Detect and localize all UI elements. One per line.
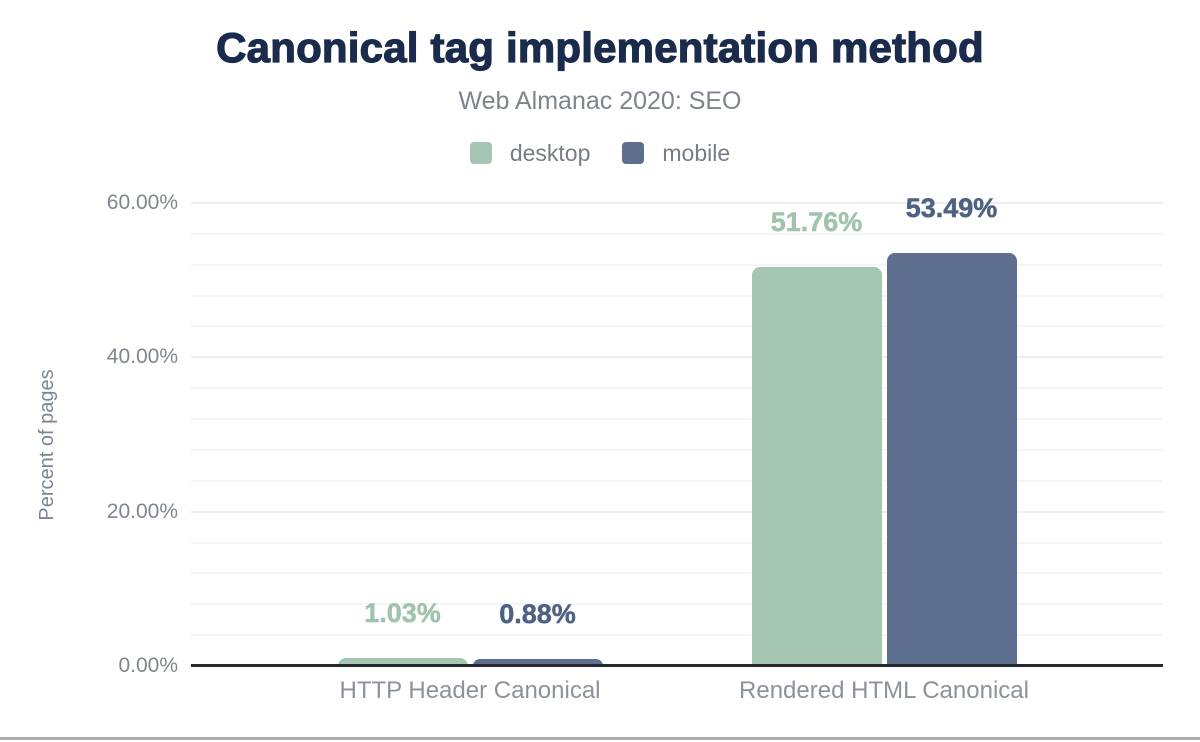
minor-gridline-4 (191, 634, 1163, 637)
minor-gridline-52 (191, 263, 1163, 266)
major-gridline-60 (191, 202, 1163, 204)
x-axis-line (191, 664, 1163, 667)
bar-value-label-mobile-1: 53.49% (905, 193, 998, 224)
bar-value-label-desktop-0: 1.03% (364, 598, 441, 629)
minor-gridline-48 (191, 294, 1163, 297)
y-axis-title: Percent of pages (36, 369, 58, 521)
window-bottom-edge (0, 737, 1200, 740)
category-label-0: HTTP Header Canonical (339, 677, 601, 704)
legend-label-mobile: mobile (662, 140, 731, 166)
chart-subtitle: Web Almanac 2020: SEO (458, 87, 742, 115)
bar-desktop-0[interactable] (337, 658, 468, 666)
minor-gridline-8 (191, 603, 1163, 606)
minor-gridline-16 (191, 541, 1163, 544)
chart-title: Canonical tag implementation method (216, 23, 985, 71)
bar-value-label-desktop-1: 51.76% (770, 206, 863, 237)
bar-mobile-1[interactable] (886, 253, 1017, 666)
bar-mobile-0[interactable] (472, 659, 603, 666)
legend-label-desktop: desktop (509, 140, 591, 166)
minor-gridline-56 (191, 232, 1163, 235)
minor-gridline-12 (191, 572, 1163, 575)
bar-value-label-mobile-0: 0.88% (499, 599, 576, 630)
y-tick-label-0: 0.00% (118, 654, 178, 677)
legend-swatch-mobile (622, 142, 645, 164)
minor-gridline-28 (191, 448, 1163, 451)
bar-desktop-1[interactable] (751, 266, 882, 666)
major-gridline-20 (191, 510, 1163, 513)
legend: desktop mobile (0, 141, 1200, 165)
legend-item-mobile: mobile (622, 141, 730, 165)
minor-gridline-24 (191, 479, 1163, 482)
legend-swatch-desktop (469, 142, 492, 164)
legend-item-desktop: desktop (469, 140, 591, 166)
y-tick-label-60: 60.00% (106, 191, 178, 214)
category-label-1: Rendered HTML Canonical (739, 677, 1029, 704)
minor-gridline-32 (191, 418, 1163, 421)
y-tick-label-20: 20.00% (106, 499, 178, 523)
y-tick-label-40: 40.00% (106, 345, 178, 369)
major-gridline-40 (191, 356, 1163, 359)
minor-gridline-36 (191, 387, 1163, 390)
minor-gridline-44 (191, 325, 1163, 328)
